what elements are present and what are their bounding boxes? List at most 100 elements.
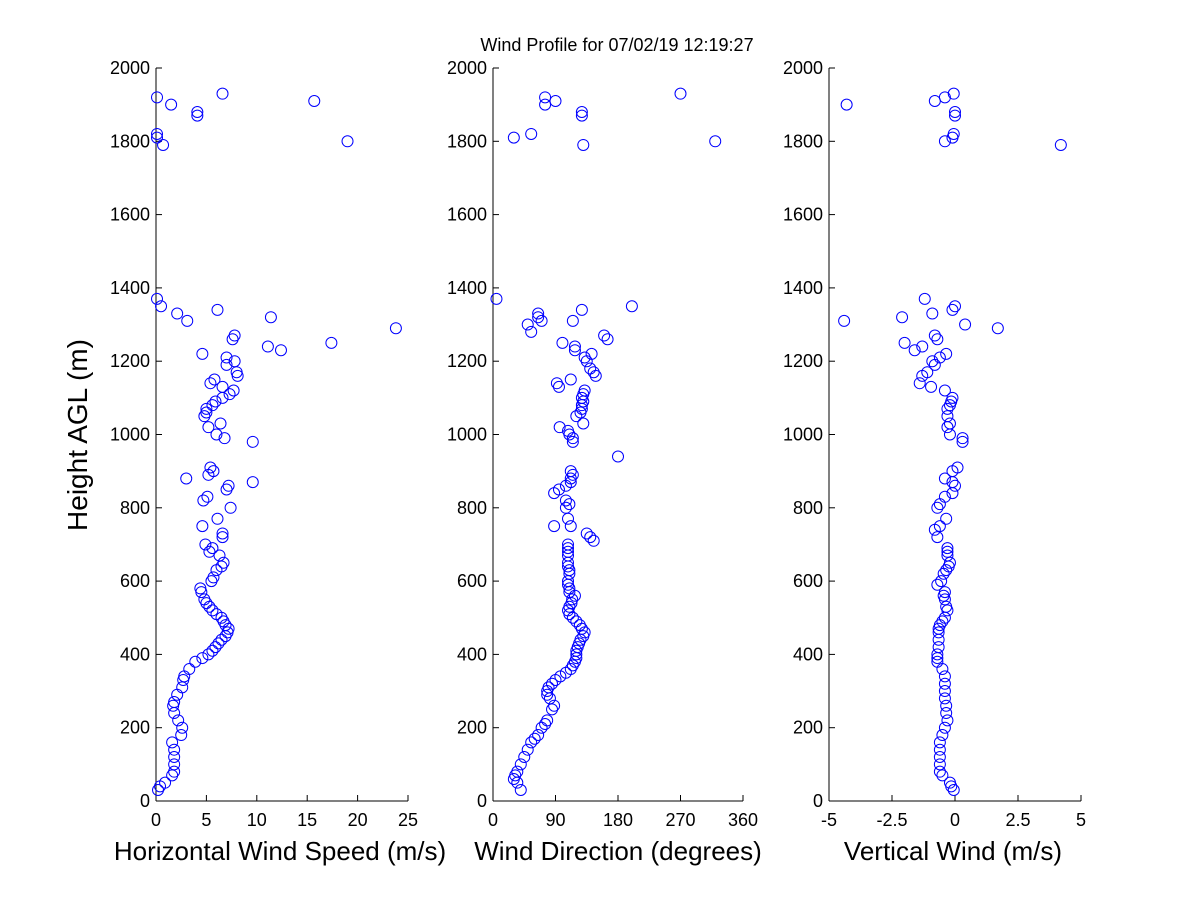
- data-point: [585, 347, 598, 360]
- data-point: [931, 501, 944, 514]
- data-point: [938, 472, 951, 485]
- data-point: [180, 472, 193, 485]
- data-point: [951, 461, 964, 474]
- data-point: [201, 490, 214, 503]
- y-tick-label: 2000: [447, 58, 487, 78]
- data-point: [208, 373, 221, 386]
- data-point: [261, 340, 274, 353]
- data-point: [562, 424, 574, 437]
- data-point: [542, 681, 555, 694]
- data-point: [552, 483, 565, 496]
- data-point: [938, 490, 951, 503]
- y-tick-label: 600: [457, 571, 487, 591]
- y-tick-label: 200: [793, 718, 823, 738]
- data-point: [578, 351, 591, 364]
- data-point: [908, 344, 921, 357]
- data-point: [525, 127, 538, 140]
- data-point: [532, 729, 545, 742]
- data-point: [573, 619, 586, 632]
- data-point: [216, 87, 229, 100]
- horizontal-wind-speed-xlabel: Horizontal Wind Speed (m/s): [114, 836, 446, 866]
- y-tick-label: 400: [120, 644, 150, 664]
- data-point: [200, 406, 213, 419]
- y-tick-label: 1000: [110, 425, 150, 445]
- data-point: [940, 707, 953, 720]
- data-point: [206, 604, 219, 617]
- data-point: [575, 303, 588, 316]
- vertical-wind-panel: Vertical Wind (m/s) 0 200 400 600 800 1000 120…: [783, 58, 1086, 866]
- data-point: [943, 776, 956, 789]
- data-point: [938, 692, 951, 705]
- y-tick-label: 1600: [110, 205, 150, 225]
- data-point: [246, 435, 259, 448]
- data-point: [949, 300, 961, 313]
- data-point: [949, 105, 961, 118]
- data-point: [941, 542, 954, 555]
- data-point: [580, 527, 593, 540]
- data-point: [921, 366, 934, 379]
- y-tick-label: 400: [457, 644, 487, 664]
- data-point: [548, 520, 561, 533]
- data-point: [189, 655, 202, 668]
- data-point: [521, 318, 534, 331]
- data-point: [216, 527, 229, 540]
- x-tick-label: 180: [603, 810, 633, 830]
- data-point: [566, 593, 579, 606]
- data-point: [151, 131, 164, 144]
- data-point: [959, 318, 972, 331]
- x-tick-label: 25: [398, 810, 418, 830]
- data-point: [210, 608, 223, 621]
- data-point: [941, 549, 954, 562]
- data-point: [947, 87, 960, 100]
- data-point: [325, 336, 338, 349]
- data-point: [940, 600, 953, 613]
- data-point: [389, 322, 402, 335]
- horizontal-wind-speed-panel: Horizontal Wind Speed (m/s) 020040060080…: [110, 58, 446, 866]
- data-point: [157, 138, 170, 151]
- data-point: [838, 314, 851, 327]
- data-point: [550, 377, 563, 390]
- data-point: [956, 432, 969, 445]
- data-point: [521, 743, 534, 756]
- data-point: [228, 329, 241, 342]
- data-point: [217, 556, 230, 569]
- x-tick-label: 360: [728, 810, 758, 830]
- data-point: [564, 373, 577, 386]
- data-point: [947, 784, 960, 797]
- data-point: [196, 520, 209, 533]
- data-point: [563, 498, 576, 511]
- data-point: [165, 98, 178, 111]
- data-point: [943, 417, 956, 430]
- data-point: [570, 615, 583, 628]
- data-point: [168, 765, 181, 778]
- data-point: [199, 538, 212, 551]
- data-point: [171, 307, 184, 320]
- y-tick-label: 800: [120, 498, 150, 518]
- figure-title: Wind Profile for 07/02/19 12:19:27: [480, 35, 753, 55]
- data-point: [541, 714, 554, 727]
- y-tick-label: 1600: [783, 205, 823, 225]
- data-point: [562, 545, 574, 558]
- y-tick-label: 600: [120, 571, 150, 591]
- data-point: [215, 633, 228, 646]
- y-tick-label: 200: [457, 718, 487, 738]
- y-tick-label: 2000: [110, 58, 150, 78]
- x-tick-label: 20: [348, 810, 368, 830]
- data-point: [220, 358, 233, 371]
- data-point: [168, 696, 181, 709]
- y-tick-label: 0: [477, 791, 487, 811]
- x-tick-label: 0: [488, 810, 498, 830]
- data-point: [938, 670, 951, 683]
- data-point: [564, 465, 577, 478]
- data-point: [535, 314, 548, 327]
- data-point: [562, 542, 574, 555]
- data-point: [932, 641, 945, 654]
- data-point: [612, 450, 624, 463]
- data-point: [200, 402, 213, 415]
- data-point: [933, 736, 946, 749]
- data-point: [168, 758, 181, 771]
- y-tick-label: 1000: [783, 425, 823, 445]
- data-point: [933, 751, 946, 764]
- data-point: [207, 465, 220, 478]
